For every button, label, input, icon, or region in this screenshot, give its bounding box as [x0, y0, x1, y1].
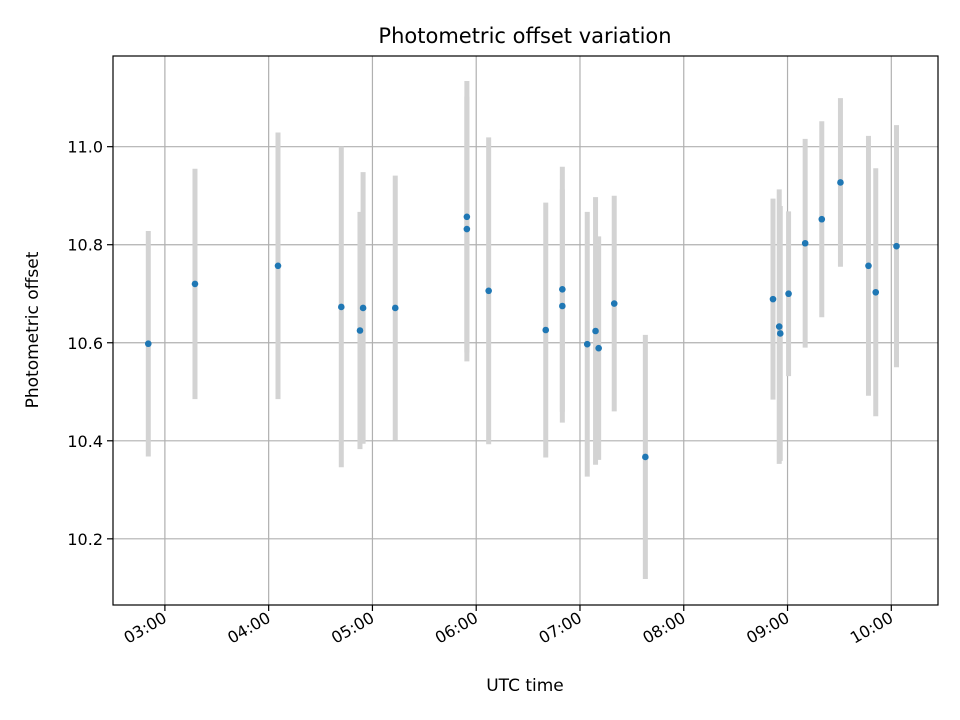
data-point	[583, 340, 591, 348]
data-point	[776, 330, 784, 337]
y-tick-label: 10.8	[67, 236, 103, 255]
data-point	[463, 213, 471, 221]
data-point	[595, 344, 602, 352]
data-point	[610, 300, 618, 307]
data-point	[785, 290, 792, 298]
data-point	[338, 303, 345, 311]
data-point	[559, 302, 566, 310]
data-point	[485, 287, 492, 295]
data-point	[893, 242, 900, 250]
data-point	[769, 295, 777, 303]
data-points	[144, 179, 900, 461]
y-tick-label: 10.6	[67, 334, 103, 353]
grid	[113, 56, 938, 605]
data-point	[775, 323, 783, 330]
data-point	[801, 239, 809, 247]
data-point	[872, 288, 880, 296]
data-point	[356, 327, 364, 334]
x-axis-label: UTC time	[486, 676, 564, 696]
data-point	[542, 326, 550, 334]
data-point	[191, 280, 199, 288]
data-point	[274, 262, 282, 270]
data-point	[818, 215, 826, 223]
data-point	[865, 262, 872, 270]
data-point	[559, 286, 566, 293]
y-axis-ticks: 10.2 10.4 10.6 10.8 11.0	[67, 138, 113, 549]
data-point	[837, 179, 844, 186]
y-tick-label: 10.4	[67, 432, 103, 451]
data-point	[144, 340, 152, 348]
plot-frame	[112, 55, 939, 606]
data-point	[592, 327, 599, 335]
y-tick-label: 10.2	[67, 530, 103, 549]
chart-title: Photometric offset variation	[378, 24, 671, 48]
data-point	[359, 304, 367, 312]
y-tick-label: 11.0	[67, 138, 103, 157]
y-axis-label: Photometric offset	[23, 251, 43, 408]
data-point	[463, 225, 471, 233]
data-point	[391, 304, 399, 312]
data-point	[642, 453, 649, 461]
